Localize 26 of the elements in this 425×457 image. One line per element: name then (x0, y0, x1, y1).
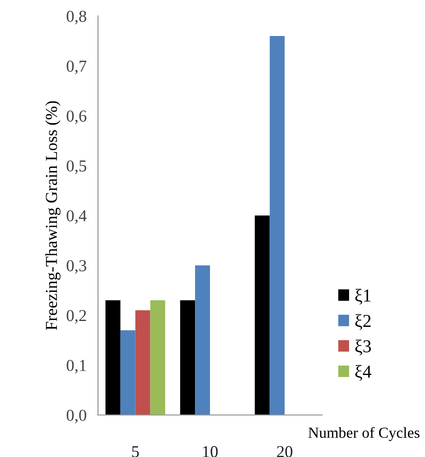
y-tick-label: 0,4 (66, 210, 87, 224)
x-tick-label: 5 (132, 446, 139, 457)
bar (150, 300, 166, 415)
y-tick-label: 0,2 (66, 310, 86, 324)
bar (180, 300, 196, 415)
legend-label: ξ1 (355, 288, 370, 305)
y-tick-label: 0,7 (66, 60, 86, 74)
legend-label: ξ2 (355, 314, 371, 330)
legend-label: ξ3 (355, 340, 371, 356)
y-tick-label: 0,1 (66, 360, 86, 374)
y-tick-label: 0,0 (66, 410, 86, 424)
x-axis-title: Number of Cycles (308, 426, 420, 442)
bar (120, 330, 136, 415)
y-tick-label: 0,5 (66, 160, 86, 174)
y-tick-label: 0,6 (66, 110, 86, 124)
bar (270, 36, 285, 415)
bar (135, 310, 150, 415)
legend-label: ξ4 (355, 365, 372, 381)
y-axis-title: Freezing-Thawing Grain Loss (%) (45, 101, 60, 330)
y-tick-label: 0,8 (66, 10, 86, 24)
x-tick-label: 10 (203, 446, 218, 457)
bar (195, 265, 210, 415)
y-tick-label: 0,3 (66, 260, 86, 274)
bar (254, 216, 270, 415)
x-tick-label: 20 (277, 446, 292, 457)
bar (105, 300, 120, 415)
